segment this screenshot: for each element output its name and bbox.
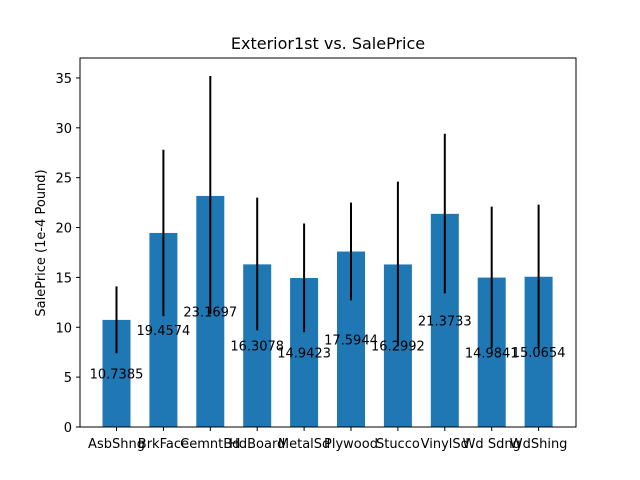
y-tick-label: 30: [55, 122, 72, 137]
y-tick-label: 0: [64, 421, 72, 436]
data-label: 16.2992: [371, 340, 425, 355]
x-tick-label: Plywood: [324, 437, 378, 452]
data-label: 16.3078: [230, 340, 284, 355]
plot-frame: [79, 57, 577, 428]
data-label: 14.9423: [277, 346, 331, 361]
data-label: 21.3733: [418, 314, 472, 329]
x-tick-label: Stucco: [376, 437, 420, 452]
x-tick-label: VinylSd: [421, 437, 469, 452]
y-tick-label: 15: [55, 271, 72, 286]
data-label: 14.9841: [465, 346, 519, 361]
data-label: 10.7385: [90, 367, 144, 382]
data-label: 17.5944: [324, 333, 378, 348]
x-tick-label: AsbShng: [88, 437, 145, 452]
x-tick-label: Wd Sdng: [463, 437, 521, 452]
chart-title: Exterior1st vs. SalePrice: [231, 34, 425, 53]
x-tick-label: MetalSd: [278, 437, 330, 452]
y-tick-label: 35: [55, 72, 72, 87]
x-tick-label: WdShing: [510, 437, 568, 452]
y-axis-label: SalePrice (1e-4 Pound): [34, 169, 49, 316]
x-tick-label: CemntBd: [180, 437, 240, 452]
x-tick-label: BrkFace: [138, 437, 189, 452]
x-tick-label: HdBoard: [229, 437, 285, 452]
y-tick-label: 20: [55, 222, 72, 237]
y-tick-label: 25: [55, 172, 72, 187]
y-tick-label: 10: [55, 321, 72, 336]
y-tick-label: 5: [64, 371, 72, 386]
data-label: 19.4574: [137, 324, 191, 339]
data-label: 15.0654: [512, 346, 566, 361]
data-label: 23.1697: [183, 305, 237, 320]
plot-area: 10.7385 19.4574 23.1697 16.307814.942317.59…: [55, 57, 577, 452]
